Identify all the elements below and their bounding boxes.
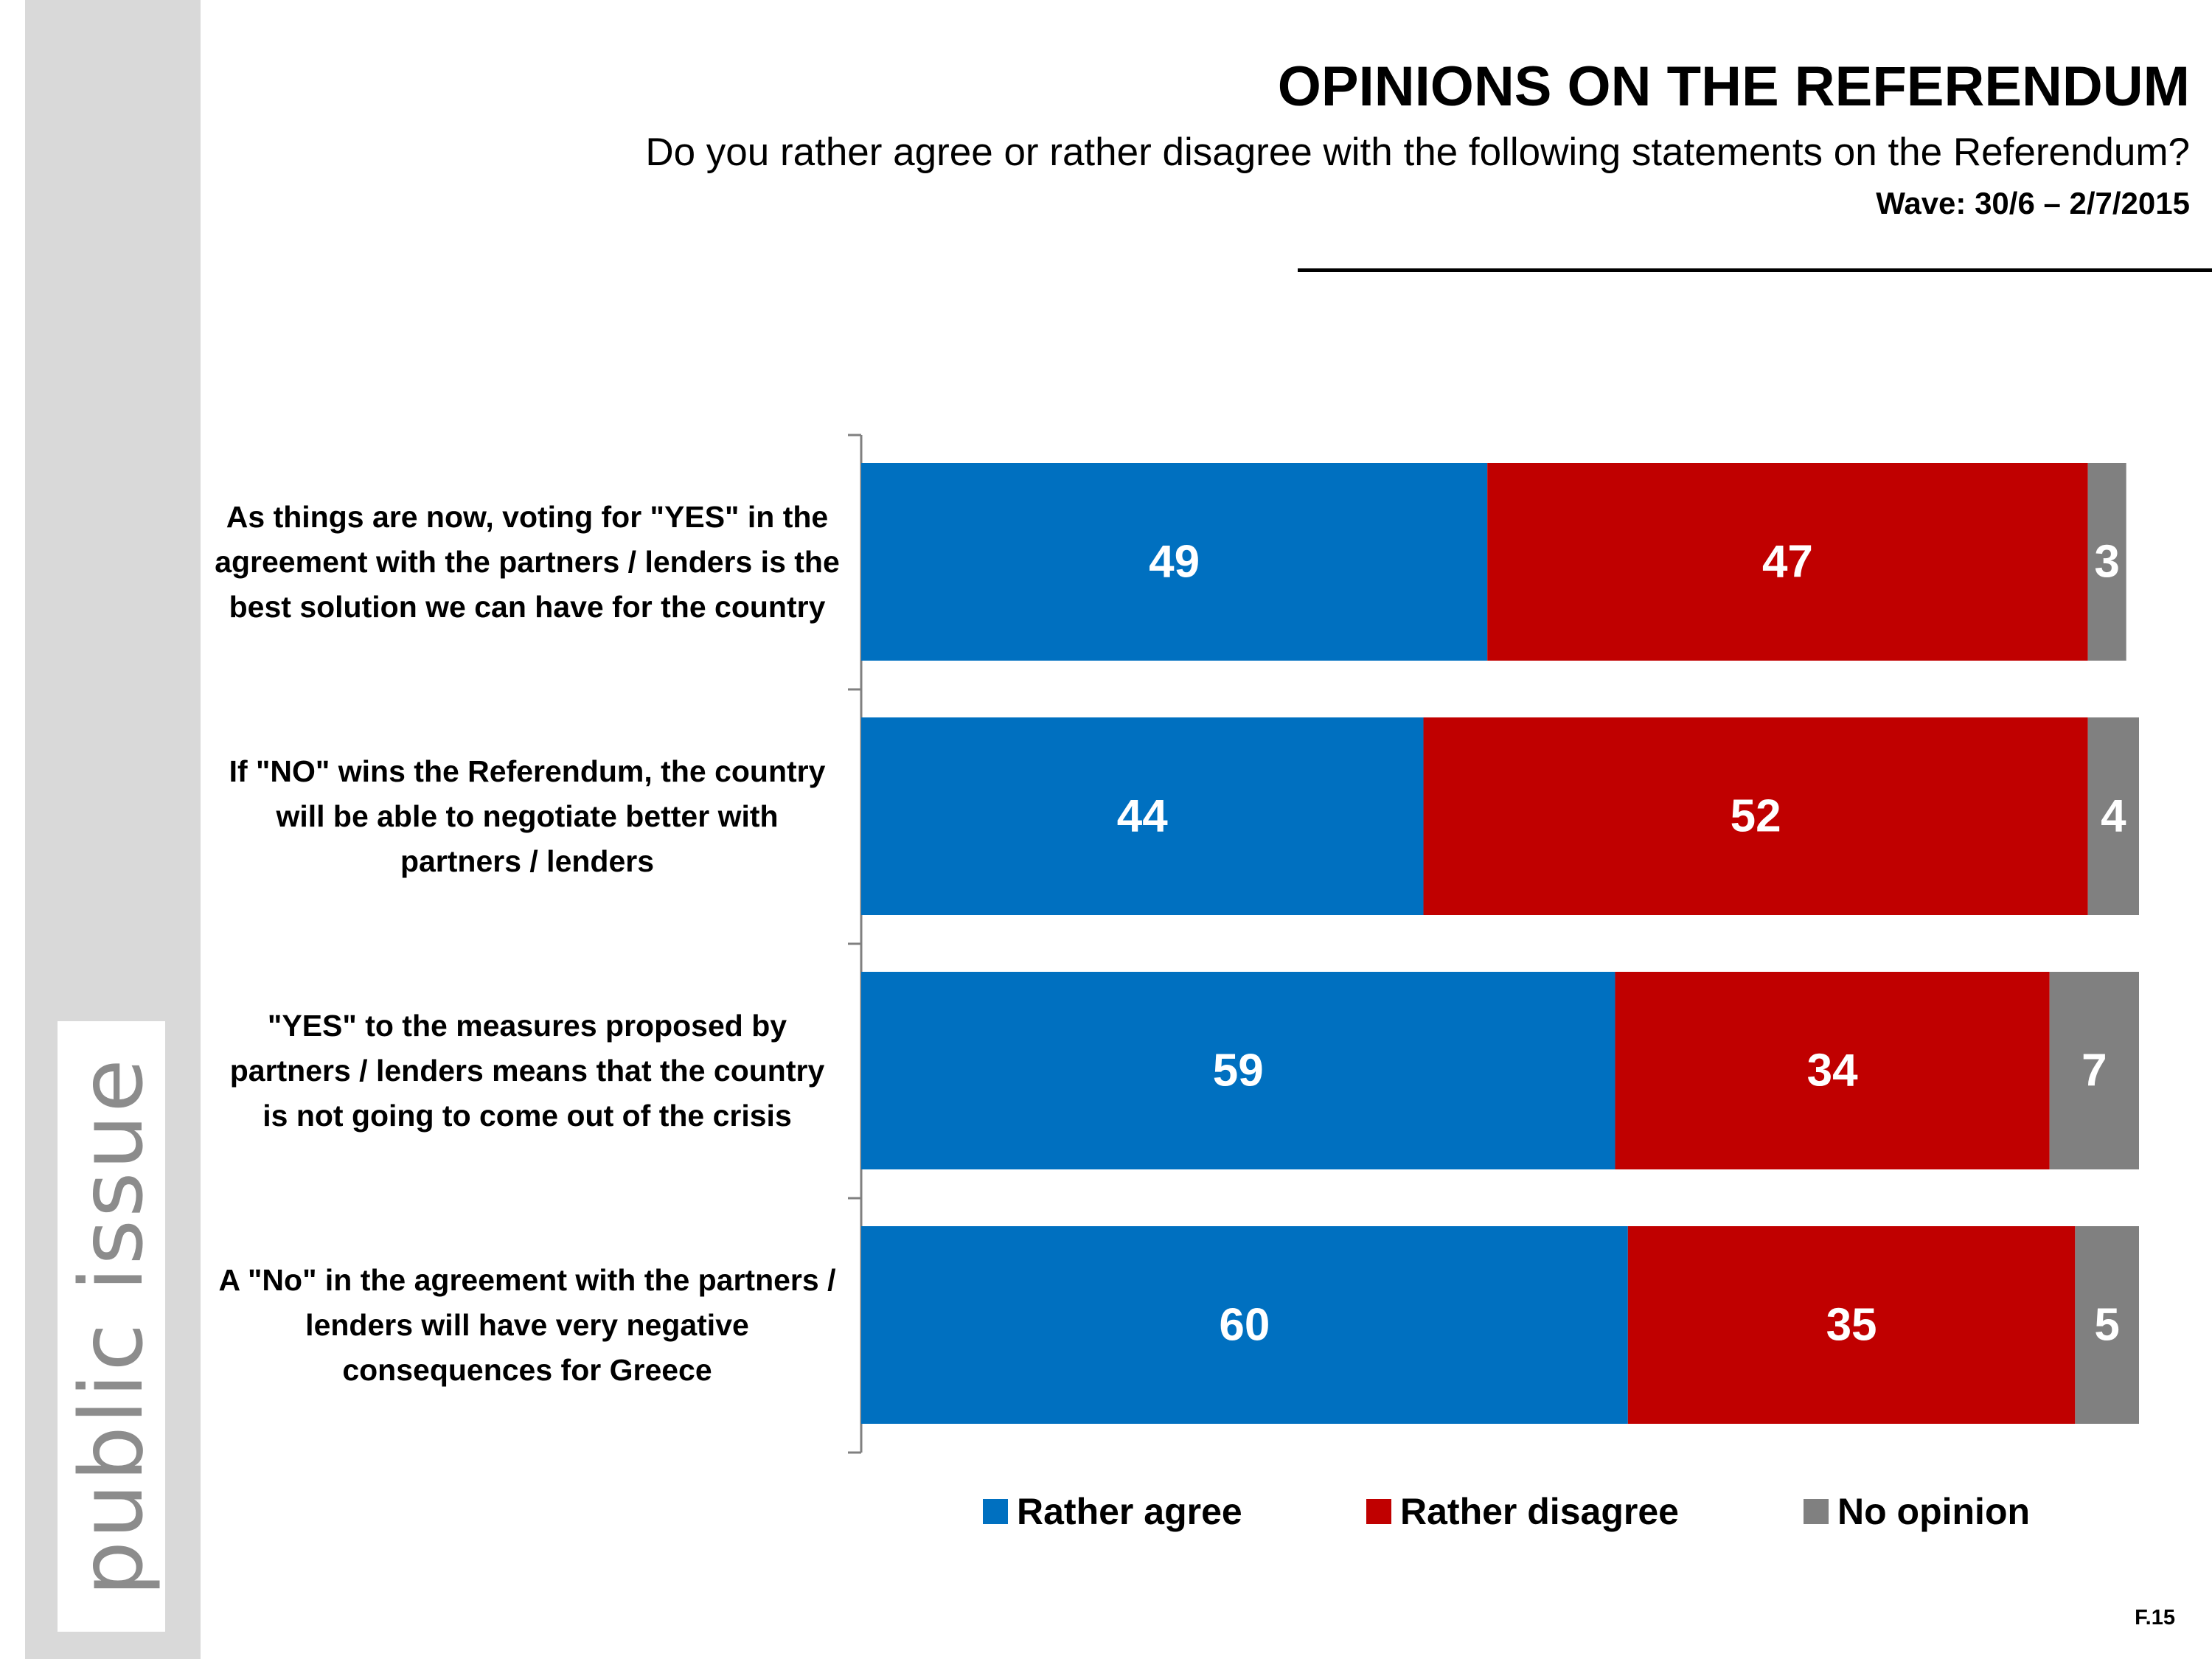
data-label: 49 [1149, 537, 1200, 588]
bar-segment-no-opinion [2087, 463, 2126, 661]
category-label: "YES" to the measures proposed by partne… [229, 1009, 825, 1133]
bar-segment-rather-disagree [1627, 1226, 2076, 1424]
page-title: OPINIONS ON THE REFERENDUM [1277, 55, 2190, 118]
legend-item: No opinion [1804, 1490, 2030, 1533]
bar-segment-no-opinion [2087, 717, 2139, 915]
bar-segment-no-opinion [2075, 1226, 2139, 1424]
legend-item: Rather agree [983, 1490, 1242, 1533]
data-label: 5 [2094, 1300, 2119, 1351]
legend-swatch [1804, 1499, 1829, 1524]
data-label: 59 [1213, 1046, 1264, 1096]
legend-label: Rather agree [1017, 1491, 1242, 1532]
data-label: 47 [1762, 537, 1813, 588]
category-label: A "No" in the agreement with the partner… [218, 1263, 836, 1387]
data-label: 4 [2101, 791, 2126, 842]
data-label: 60 [1219, 1300, 1270, 1351]
figure-code: F.15 [2135, 1606, 2175, 1630]
legend-item: Rather disagree [1366, 1490, 1679, 1533]
legend-swatch [983, 1499, 1008, 1524]
page-subtitle: Do you rather agree or rather disagree w… [645, 131, 2190, 174]
chart-legend: Rather agree Rather disagree No opinion [0, 1489, 2212, 1534]
bar-segment-rather-agree [861, 972, 1615, 1169]
data-label: 3 [2094, 537, 2119, 588]
wave-dates: Wave: 30/6 – 2/7/2015 [1876, 186, 2190, 220]
category-label: If "NO" wins the Referendum, the country… [229, 754, 826, 878]
data-label: 7 [2081, 1046, 2107, 1096]
bar-segment-rather-agree [861, 717, 1424, 915]
bar-segment-rather-disagree [1487, 463, 2088, 661]
data-label: 52 [1731, 791, 1781, 842]
bar-segment-rather-disagree [1423, 717, 2088, 915]
bar-segment-no-opinion [2049, 972, 2139, 1169]
bar-segment-rather-disagree [1615, 972, 2050, 1169]
bar-segment-rather-agree [861, 1226, 1628, 1424]
data-label: 35 [1826, 1300, 1877, 1351]
bar-segment-rather-agree [861, 463, 1488, 661]
data-label: 34 [1807, 1046, 1858, 1096]
legend-label: No opinion [1837, 1491, 2031, 1532]
legend-label: Rather disagree [1400, 1491, 1679, 1532]
title-rule [1298, 268, 2212, 272]
brand-logo [58, 1021, 165, 1632]
legend-swatch [1366, 1499, 1391, 1524]
category-label: As things are now, voting for "YES" in t… [215, 500, 840, 624]
data-label: 44 [1117, 791, 1168, 842]
